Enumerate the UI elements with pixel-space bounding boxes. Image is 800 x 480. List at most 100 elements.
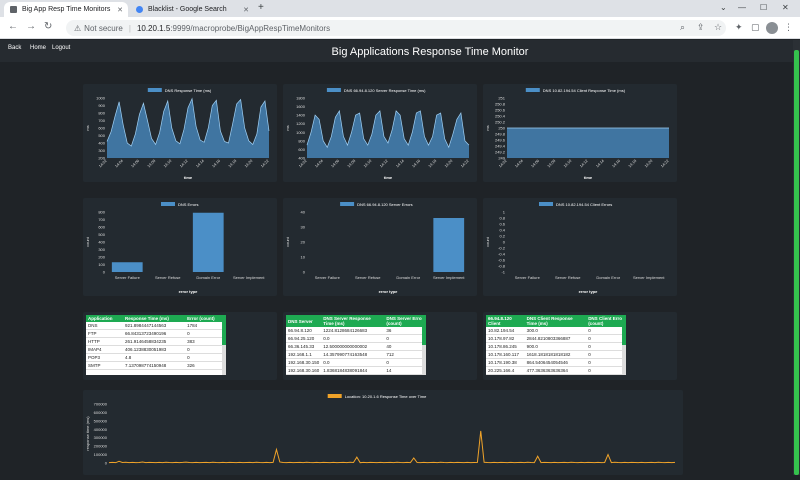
- x-tick-label: 14:10: [363, 159, 373, 169]
- column-header[interactable]: DNS Server Response Time (ms): [321, 315, 385, 327]
- y-tick-label: -1: [501, 270, 505, 275]
- bookmark-star-icon[interactable]: ☆: [714, 22, 723, 32]
- table-cell: 261.9146458834235: [122, 337, 186, 346]
- forward-arrow-icon[interactable]: →: [26, 21, 36, 32]
- table-scrollbar[interactable]: [222, 315, 226, 375]
- column-header[interactable]: DNS Client Error (count): [586, 315, 626, 327]
- tab-big-app[interactable]: Big App Resp Time Monitors ✕: [4, 2, 128, 17]
- legend-label: DNS 66.94.8.120 Server Errors: [357, 202, 413, 207]
- table-row: 20.225.166.4 477.3636363636364 0: [486, 366, 626, 375]
- x-axis-label: time: [584, 175, 593, 180]
- page-scrollbar[interactable]: [793, 40, 800, 475]
- column-header[interactable]: 66.94.8.120 Client: [486, 315, 525, 327]
- legend-label: DNS Response Time (ms): [165, 88, 212, 93]
- table-scrollbar-thumb[interactable]: [622, 315, 626, 345]
- x-tick-label: 14:06: [331, 159, 341, 169]
- table-scrollbar-thumb[interactable]: [422, 315, 426, 345]
- url-path: :9999/macroprobe/BigAppRespTimeMonitors: [170, 23, 331, 33]
- tab-search-icon[interactable]: ⌄: [720, 3, 727, 12]
- server-errors-chart: DNS 66.94.8.120 Server Errors 40 30 20 10 0 co…: [283, 198, 477, 296]
- column-header[interactable]: DNS Server Error (count): [384, 315, 426, 327]
- side-panel-icon[interactable]: ▢: [751, 22, 760, 32]
- y-tick-label: 500: [98, 232, 105, 237]
- dns-errors-chart: DNS Errors 800 700 600 500 400 300 200 100 0 count…: [83, 198, 277, 296]
- nav-back-link[interactable]: Back: [8, 45, 22, 51]
- table-row: 10.178.160.117 1618.1818181818182 0: [486, 350, 626, 359]
- table-cell: 0: [185, 353, 226, 362]
- y-tick-label: 249: [498, 156, 505, 161]
- legend-swatch: [327, 394, 342, 398]
- table-cell: 10.178.190.38: [486, 358, 525, 367]
- x-tick-label: 14:20: [244, 159, 254, 169]
- column-header[interactable]: Error (count): [185, 315, 226, 322]
- table-row: FTP 66.84313723490196 0: [86, 329, 226, 338]
- table-scrollbar[interactable]: [622, 315, 626, 375]
- table-scrollbar[interactable]: [422, 315, 426, 375]
- x-tick-label: Server Refuse: [355, 275, 381, 280]
- series-line: [108, 430, 676, 464]
- dns-client-table[interactable]: 66.94.8.120 Client DNS Client Response Ti…: [486, 315, 626, 375]
- address-bar: ← → ↻ ⚠ Not secure | 10.20.1.5 :9999/mac…: [0, 17, 800, 39]
- y-tick-label: 600: [98, 225, 105, 230]
- close-tab-icon[interactable]: ✕: [117, 6, 123, 14]
- tab-blacklist[interactable]: Blacklist - Google Search ✕: [130, 2, 254, 17]
- close-window-icon[interactable]: ✕: [782, 3, 789, 12]
- dns-server-table[interactable]: DNS Server DNS Server Response Time (ms) D…: [286, 315, 426, 375]
- close-tab-icon[interactable]: ✕: [243, 6, 249, 14]
- table-row: 10.82.194.54 300.0 0: [486, 327, 626, 335]
- x-tick-label: 14:08: [347, 159, 357, 169]
- table-cell: 864.5406454054546: [524, 358, 587, 367]
- column-header[interactable]: Response Time (ms): [122, 315, 186, 322]
- scrollbar-thumb[interactable]: [794, 50, 799, 475]
- table-cell: 192.168.30.150: [286, 358, 322, 367]
- x-tick-label: 14:16: [212, 159, 222, 169]
- avatar[interactable]: [766, 22, 778, 34]
- x-tick-label: 14:12: [179, 159, 189, 169]
- x-tick-label: 14:20: [644, 159, 654, 169]
- column-header[interactable]: DNS Client Response Time (ms): [524, 315, 587, 327]
- data-table: DNS Server DNS Server Response Time (ms) D…: [286, 315, 426, 375]
- table-cell: 1784: [185, 322, 226, 330]
- y-tick-label: 500: [98, 133, 105, 138]
- x-tick-label: 14:18: [228, 159, 238, 169]
- table-cell: 0: [586, 358, 626, 367]
- y-tick-label: 100000: [94, 452, 108, 457]
- y-tick-label: 0.6: [499, 222, 505, 227]
- maximize-icon[interactable]: ☐: [760, 3, 768, 12]
- nav-logout-link[interactable]: Logout: [52, 45, 71, 51]
- legend-swatch: [539, 202, 553, 206]
- y-tick-label: 249.2: [495, 150, 506, 155]
- table-cell: 20.225.166.4: [486, 366, 525, 375]
- x-tick-label: 14:06: [531, 159, 541, 169]
- y-tick-label: 249.6: [495, 138, 506, 143]
- not-secure-label: Not secure: [84, 23, 123, 33]
- x-tick-label: 14:10: [163, 159, 173, 169]
- nav-home-link[interactable]: Home: [30, 45, 47, 51]
- back-arrow-icon[interactable]: ←: [8, 21, 18, 32]
- share-icon[interactable]: ⇪: [697, 22, 705, 32]
- minimize-icon[interactable]: —: [738, 3, 746, 12]
- table-cell: 66.94.8.120: [286, 327, 322, 335]
- y-tick-label: 600: [298, 147, 305, 152]
- column-header[interactable]: DNS Server: [286, 315, 322, 327]
- table-scrollbar-thumb[interactable]: [222, 315, 226, 345]
- y-tick-label: 251: [498, 96, 505, 101]
- zoom-icon[interactable]: ⌕: [680, 22, 686, 32]
- new-tab-button[interactable]: +: [258, 2, 264, 13]
- page-title: Big Applications Response Time Monitor: [331, 46, 529, 58]
- x-tick-label: Domain Error: [196, 275, 220, 280]
- y-tick-label: 300: [98, 247, 105, 252]
- x-tick-label: 14:18: [428, 159, 438, 169]
- y-tick-label: 900: [98, 103, 105, 108]
- reload-icon[interactable]: ↻: [44, 21, 53, 32]
- table-row: 66.94.25.120 0.0 0: [286, 334, 426, 343]
- x-tick-label: Server Refuse: [155, 275, 181, 280]
- menu-icon[interactable]: ⋮: [784, 22, 793, 32]
- series-area: [307, 110, 469, 158]
- x-tick-label: Server Implement: [633, 275, 665, 280]
- applications-table[interactable]: Application Response Time (ms) Error (coun…: [86, 315, 226, 375]
- column-header[interactable]: Application: [86, 315, 123, 322]
- extensions-icon[interactable]: ✦: [735, 22, 743, 32]
- app-navbar: Back Home Logout Big Applications Respon…: [0, 40, 793, 62]
- url-field[interactable]: ⚠ Not secure | 10.20.1.5 :9999/macroprob…: [66, 20, 726, 36]
